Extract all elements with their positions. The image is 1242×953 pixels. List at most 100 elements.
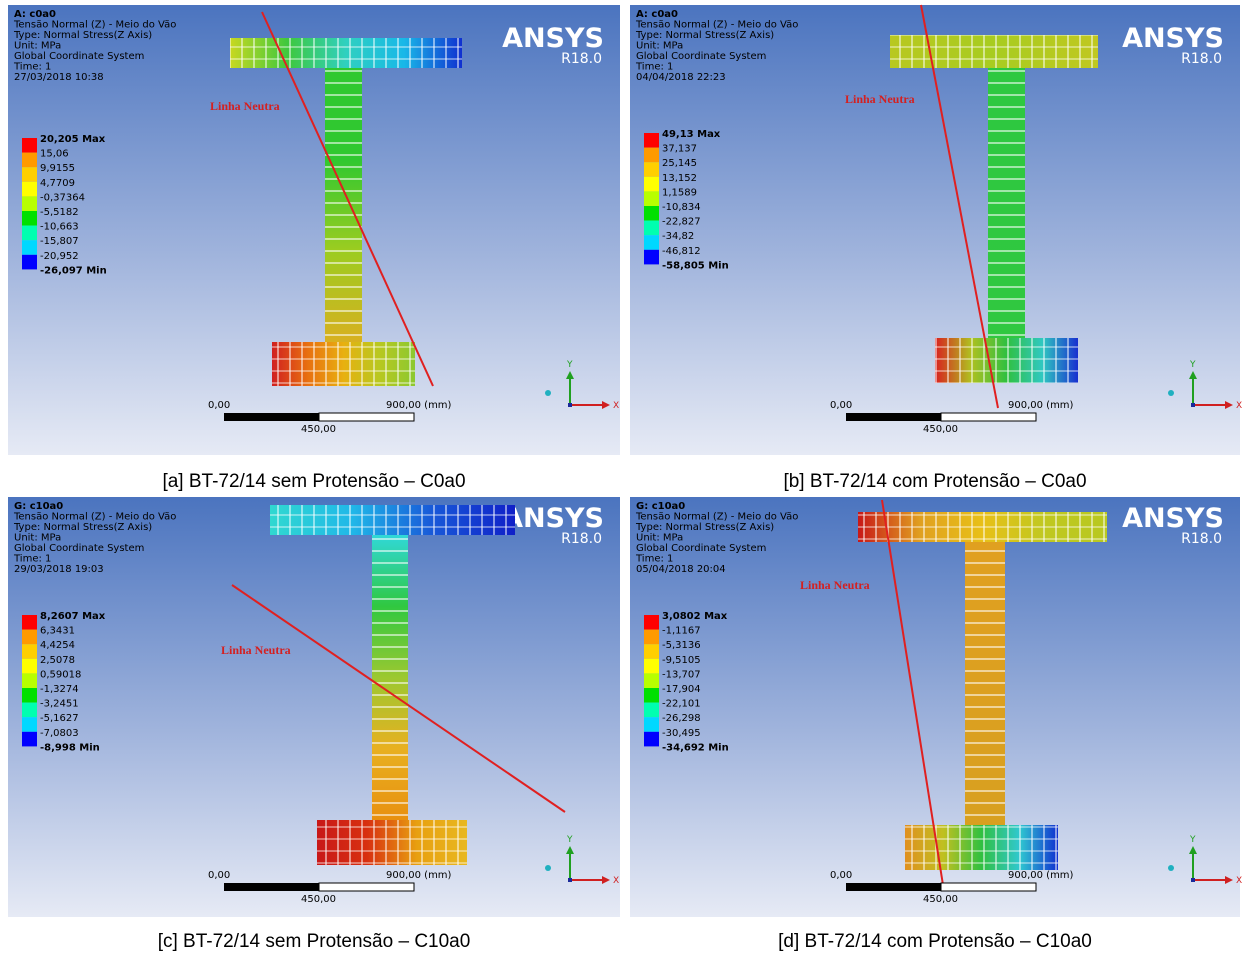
page: A: c0a0Tensão Normal (Z) - Meio do VãoTy… (0, 0, 1242, 953)
legend-swatch (644, 732, 659, 747)
legend-swatch (644, 703, 659, 718)
legend-label: -46,812 (662, 246, 701, 257)
logo: ANSYS (502, 503, 604, 534)
header-line: Unit: MPa (14, 533, 61, 544)
legend-label: -58,805 Min (662, 260, 729, 271)
legend-label: 3,0802 Max (662, 611, 728, 622)
header-line: Tensão Normal (Z) - Meio do Vão (13, 512, 176, 523)
legend-label: 20,205 Max (40, 134, 106, 145)
legend-label: -34,82 (662, 231, 694, 242)
legend-label: 4,4254 (40, 640, 75, 651)
header-line: Time: 1 (13, 62, 51, 73)
legend-swatch (644, 191, 659, 206)
logo: ANSYS (502, 23, 604, 54)
caption: [c] BT-72/14 sem Protensão – C10a0 (158, 931, 471, 952)
caption: [a] BT-72/14 sem Protensão – C0a0 (162, 471, 465, 492)
caption: [b] BT-72/14 com Protensão – C0a0 (783, 471, 1086, 492)
scale-end: 900,00 (mm) (386, 400, 452, 411)
axis-origin (568, 403, 572, 407)
legend-label: 1,1589 (662, 187, 697, 198)
axis-z (1168, 865, 1174, 871)
header-line: A: c0a0 (636, 9, 678, 20)
legend-label: 2,5078 (40, 655, 75, 666)
legend-swatch (22, 717, 37, 732)
legend-swatch (22, 732, 37, 747)
legend-swatch (22, 615, 37, 630)
legend-swatch (22, 673, 37, 688)
header-line: Type: Normal Stress(Z Axis) (13, 522, 152, 533)
legend-swatch (644, 644, 659, 659)
legend-swatch (22, 240, 37, 255)
scale-start: 0,00 (208, 400, 230, 411)
logo-version: R18.0 (561, 51, 602, 67)
legend-swatch (22, 630, 37, 645)
legend-label: -30,495 (662, 728, 701, 739)
legend-label: -10,663 (40, 222, 79, 233)
legend-label: -7,0803 (40, 728, 79, 739)
axis-y-label: Y (566, 360, 573, 370)
axis-z (545, 865, 551, 871)
header-line: Unit: MPa (14, 41, 61, 52)
legend-label: -17,904 (662, 684, 701, 695)
legend-label: 37,137 (662, 144, 697, 155)
header-line: Global Coordinate System (636, 51, 766, 62)
legend-label: -26,097 Min (40, 265, 107, 276)
legend-label: -1,3274 (40, 684, 79, 695)
scale-bar-black (224, 413, 319, 421)
axis-y-label: Y (566, 835, 573, 845)
legend-label: -13,707 (662, 669, 701, 680)
header-line: Type: Normal Stress(Z Axis) (13, 30, 152, 41)
axis-y-label: Y (1189, 835, 1196, 845)
axis-origin (1191, 403, 1195, 407)
panel: A: c0a0Tensão Normal (Z) - Meio do VãoTy… (8, 5, 620, 455)
legend-label: -22,827 (662, 217, 701, 228)
legend-label: 6,3431 (40, 626, 75, 637)
mesh-web (325, 68, 362, 342)
legend-swatch (644, 133, 659, 148)
mesh-row (905, 825, 1058, 870)
header-line: A: c0a0 (14, 9, 56, 20)
annotation: Linha Neutra (800, 578, 870, 592)
axis-y-label: Y (1189, 360, 1196, 370)
header-line: Tensão Normal (Z) - Meio do Vão (635, 20, 798, 31)
scale-mid: 450,00 (301, 894, 336, 905)
legend-label: -5,1627 (40, 713, 79, 724)
legend-swatch (644, 673, 659, 688)
legend-label: -1,1167 (662, 626, 701, 637)
legend-swatch (22, 688, 37, 703)
legend-swatch (22, 196, 37, 211)
logo-version: R18.0 (1181, 51, 1222, 67)
legend-swatch (644, 177, 659, 192)
scale-bar-black (846, 413, 941, 421)
legend-label: 25,145 (662, 158, 697, 169)
logo: ANSYS (1122, 23, 1224, 54)
scale-mid: 450,00 (923, 424, 958, 435)
axis-z (545, 390, 551, 396)
scale-mid: 450,00 (923, 894, 958, 905)
figure: A: c0a0Tensão Normal (Z) - Meio do VãoTy… (0, 0, 1242, 953)
legend-label: -34,692 Min (662, 742, 729, 753)
legend-swatch (644, 630, 659, 645)
header-line: Type: Normal Stress(Z Axis) (635, 30, 774, 41)
mesh-row (935, 338, 1078, 383)
legend-swatch (22, 182, 37, 197)
legend-label: 8,2607 Max (40, 611, 106, 622)
header-line: 05/04/2018 20:04 (636, 564, 726, 575)
scale-bar-white (941, 883, 1036, 891)
scale-start: 0,00 (208, 870, 230, 881)
logo-version: R18.0 (1181, 531, 1222, 547)
mesh-row (890, 35, 1098, 68)
header-line: Tensão Normal (Z) - Meio do Vão (635, 512, 798, 523)
viewport-background (8, 497, 620, 917)
scale-bar-white (319, 413, 414, 421)
scale-start: 0,00 (830, 400, 852, 411)
header-line: 29/03/2018 19:03 (14, 564, 104, 575)
mesh-row (317, 820, 467, 865)
legend-swatch (644, 235, 659, 250)
mesh-web (965, 542, 1005, 825)
legend-label: -3,2451 (40, 699, 79, 710)
legend-swatch (22, 703, 37, 718)
mesh-web (372, 535, 408, 820)
